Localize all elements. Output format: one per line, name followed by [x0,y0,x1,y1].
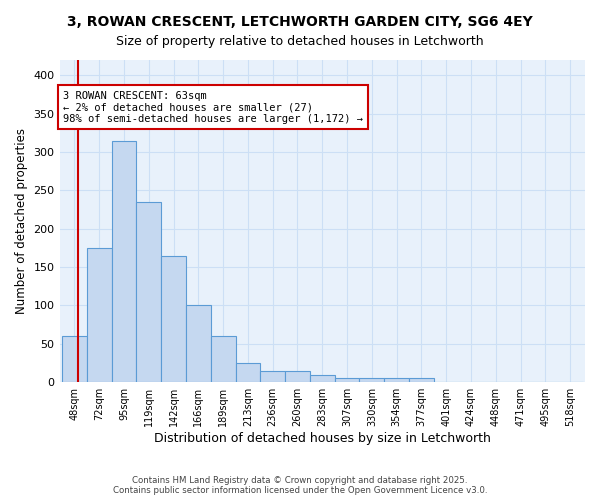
Bar [62,336,87,382]
Text: 3, ROWAN CRESCENT, LETCHWORTH GARDEN CITY, SG6 4EY: 3, ROWAN CRESCENT, LETCHWORTH GARDEN CIT… [67,15,533,29]
Bar [161,256,186,382]
Bar [236,363,260,382]
Bar [186,306,211,382]
Text: Size of property relative to detached houses in Letchworth: Size of property relative to detached ho… [116,35,484,48]
Text: 3 ROWAN CRESCENT: 63sqm
← 2% of detached houses are smaller (27)
98% of semi-det: 3 ROWAN CRESCENT: 63sqm ← 2% of detached… [63,90,363,124]
Bar [112,140,136,382]
Bar [409,378,434,382]
Bar [136,202,161,382]
Bar [384,378,409,382]
Y-axis label: Number of detached properties: Number of detached properties [15,128,28,314]
Bar [310,374,335,382]
Bar [335,378,359,382]
Bar [260,370,285,382]
Bar [359,378,384,382]
Text: Contains HM Land Registry data © Crown copyright and database right 2025.
Contai: Contains HM Land Registry data © Crown c… [113,476,487,495]
X-axis label: Distribution of detached houses by size in Letchworth: Distribution of detached houses by size … [154,432,491,445]
Bar [87,248,112,382]
Bar [211,336,236,382]
Bar [285,370,310,382]
